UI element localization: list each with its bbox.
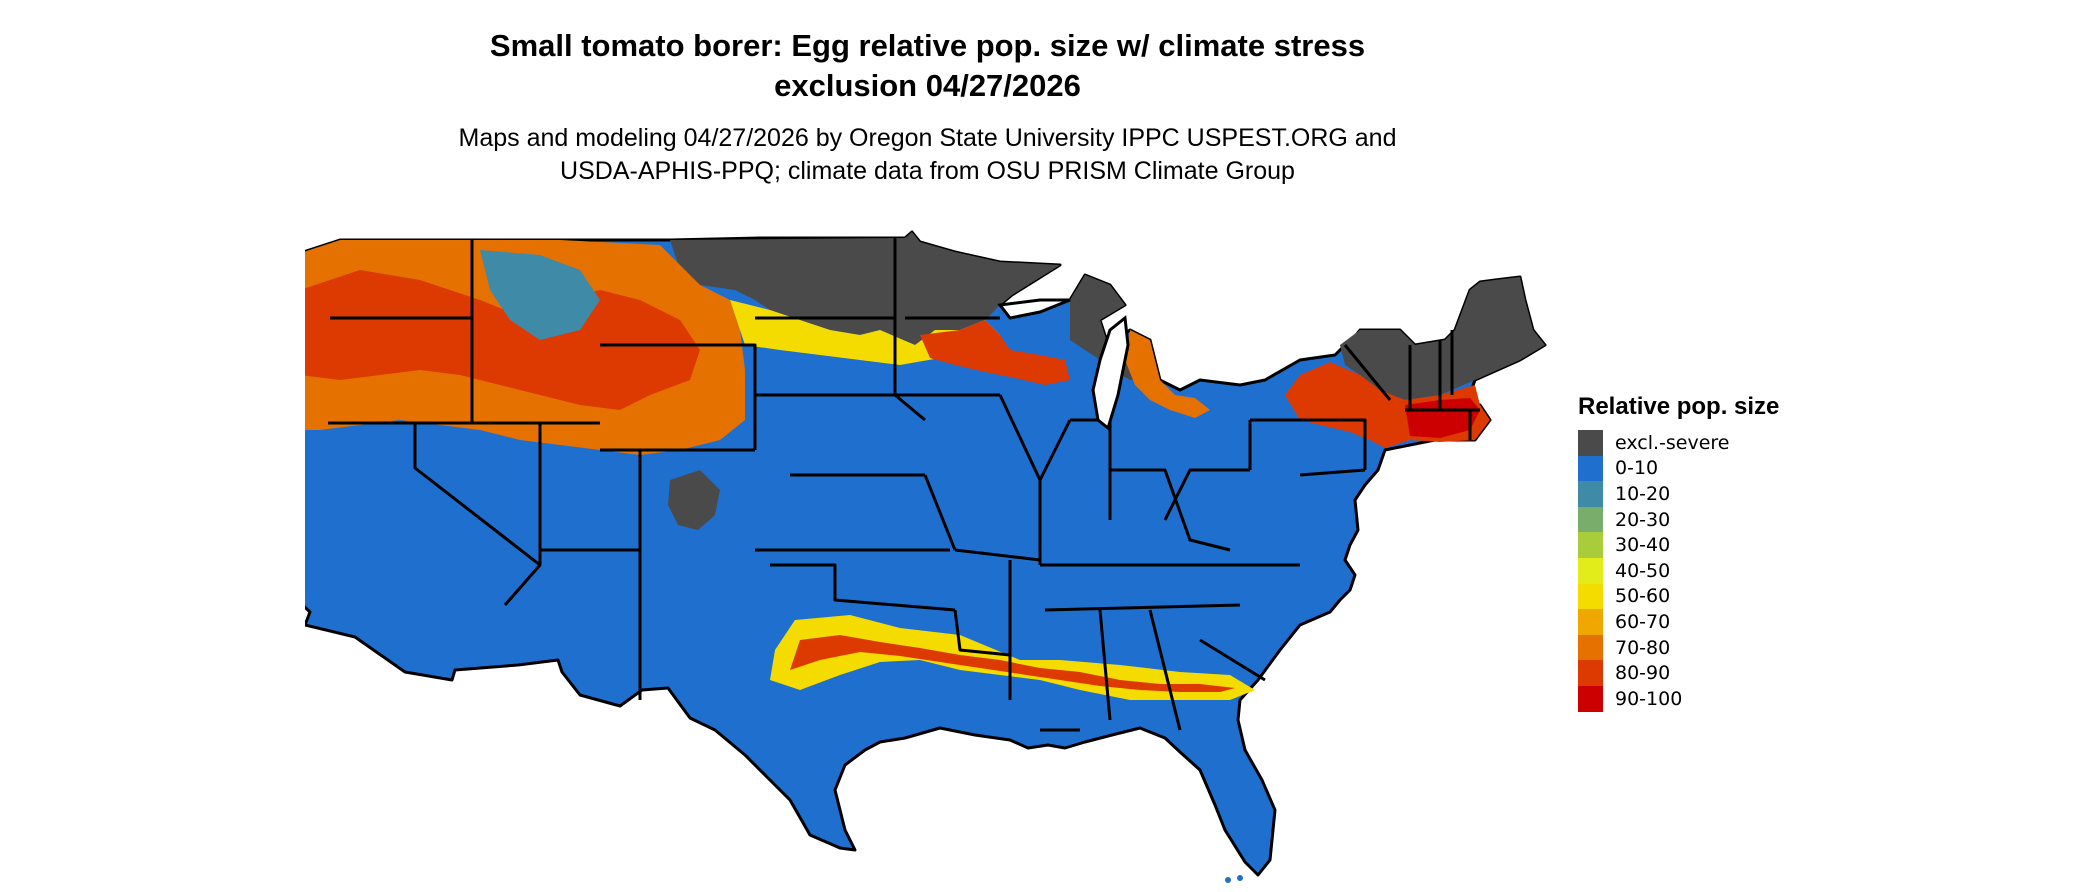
legend-item: 10-20 — [1578, 481, 1779, 507]
legend: Relative pop. size excl.-severe 0-10 10-20… — [1578, 392, 1779, 712]
us-map — [305, 230, 1547, 883]
legend-item: 80-90 — [1578, 660, 1779, 686]
legend-item: 70-80 — [1578, 634, 1779, 661]
lake-michigan — [1091, 315, 1130, 431]
coastal-islands — [399, 629, 1243, 883]
legend-label: 0-10 — [1615, 457, 1659, 480]
lake-superior — [997, 298, 1071, 320]
legend-item: 50-60 — [1578, 583, 1779, 610]
map-title-line1: Small tomato borer: Egg relative pop. si… — [489, 28, 1366, 63]
map-title-line2: exclusion 04/27/2026 — [774, 68, 1081, 103]
legend-swatch — [1578, 634, 1603, 661]
legend-item: 20-30 — [1578, 506, 1779, 533]
legend-item: 30-40 — [1578, 532, 1779, 558]
great-lakes — [997, 298, 1130, 431]
legend-swatch — [1578, 506, 1603, 533]
legend-label: 50-60 — [1615, 585, 1671, 608]
legend-label: 30-40 — [1615, 534, 1671, 557]
legend-title: Relative pop. size — [1578, 393, 1780, 420]
legend-label: 80-90 — [1615, 662, 1671, 685]
legend-item: 40-50 — [1578, 557, 1779, 584]
legend-swatch — [1578, 430, 1603, 456]
legend-swatch — [1578, 609, 1603, 635]
legend-swatch — [1578, 685, 1603, 712]
legend-label: 60-70 — [1615, 610, 1671, 633]
legend-item: 90-100 — [1578, 685, 1779, 712]
legend-swatch — [1578, 583, 1603, 610]
legend-label: 20-30 — [1615, 508, 1671, 531]
legend-rows: excl.-severe 0-10 10-20 20-30 30-40 40-50 50-6… — [1578, 430, 1779, 712]
legend-item: 60-70 — [1578, 609, 1779, 635]
legend-item: excl.-severe — [1578, 430, 1779, 456]
legend-swatch — [1578, 455, 1603, 482]
legend-label: 70-80 — [1615, 636, 1671, 659]
legend-swatch — [1578, 481, 1603, 507]
state-boundaries — [328, 238, 1480, 732]
legend-label: 10-20 — [1615, 482, 1671, 505]
legend-swatch — [1578, 557, 1603, 584]
legend-label: 40-50 — [1615, 559, 1671, 582]
legend-label: 90-100 — [1615, 687, 1683, 710]
legend-swatch — [1578, 532, 1603, 558]
suitability-bands — [305, 240, 1490, 700]
map-subtitle-line1: Maps and modeling 04/27/2026 by Oregon S… — [458, 124, 1397, 152]
legend-item: 0-10 — [1578, 455, 1779, 482]
map-subtitle-line2: USDA-APHIS-PPQ; climate data from OSU PR… — [560, 157, 1295, 185]
legend-swatch — [1578, 660, 1603, 686]
legend-label: excl.-severe — [1615, 431, 1730, 454]
